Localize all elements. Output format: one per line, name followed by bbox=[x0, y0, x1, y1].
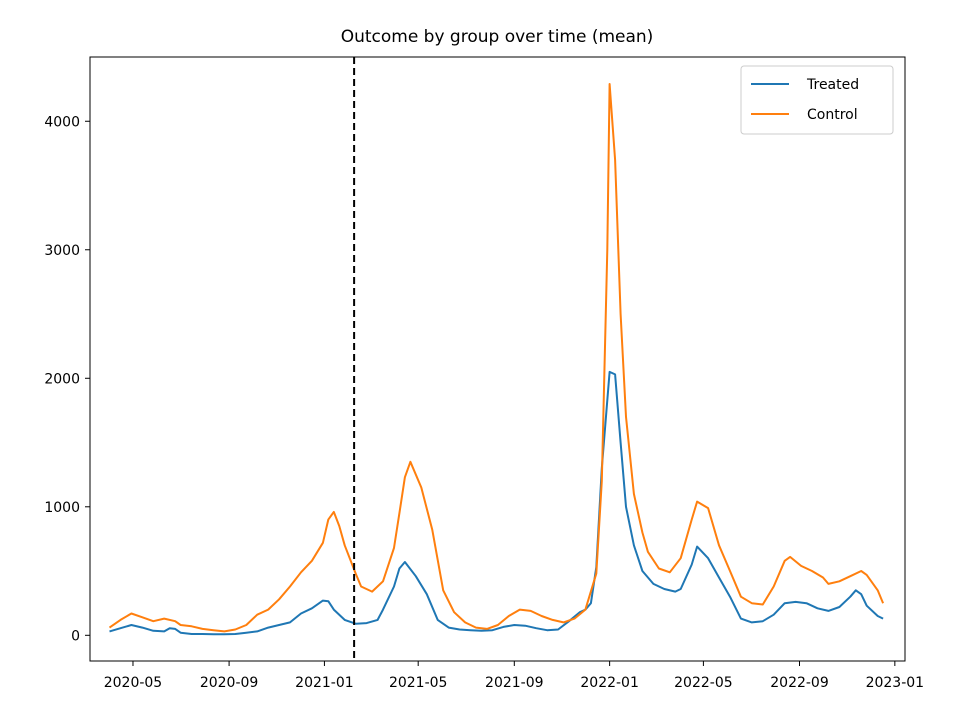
plot-area bbox=[108, 57, 885, 661]
y-tick-label: 4000 bbox=[44, 114, 80, 130]
legend-label: Control bbox=[807, 107, 858, 123]
x-tick-label: 2022-01 bbox=[580, 675, 639, 691]
x-tick-label: 2022-05 bbox=[674, 675, 733, 691]
x-tick-label: 2022-09 bbox=[770, 675, 829, 691]
x-tick-label: 2020-09 bbox=[200, 675, 259, 691]
chart-title: Outcome by group over time (mean) bbox=[341, 27, 654, 47]
x-tick-label: 2023-01 bbox=[866, 675, 925, 691]
series-line-control bbox=[108, 83, 885, 633]
x-tick-label: 2020-05 bbox=[104, 675, 163, 691]
x-tick-label: 2021-09 bbox=[485, 675, 544, 691]
y-tick-label: 2000 bbox=[44, 371, 80, 387]
y-tick-label: 0 bbox=[71, 628, 80, 644]
legend-label: Treated bbox=[806, 77, 859, 93]
plot-frame bbox=[89, 56, 906, 662]
y-tick-label: 1000 bbox=[44, 500, 80, 516]
series-line-treated bbox=[109, 370, 884, 636]
legend: Treated Control bbox=[740, 65, 894, 135]
x-tick-label: 2021-05 bbox=[389, 675, 448, 691]
x-tick-label: 2021-01 bbox=[295, 675, 354, 691]
y-tick-label: 3000 bbox=[44, 243, 80, 259]
